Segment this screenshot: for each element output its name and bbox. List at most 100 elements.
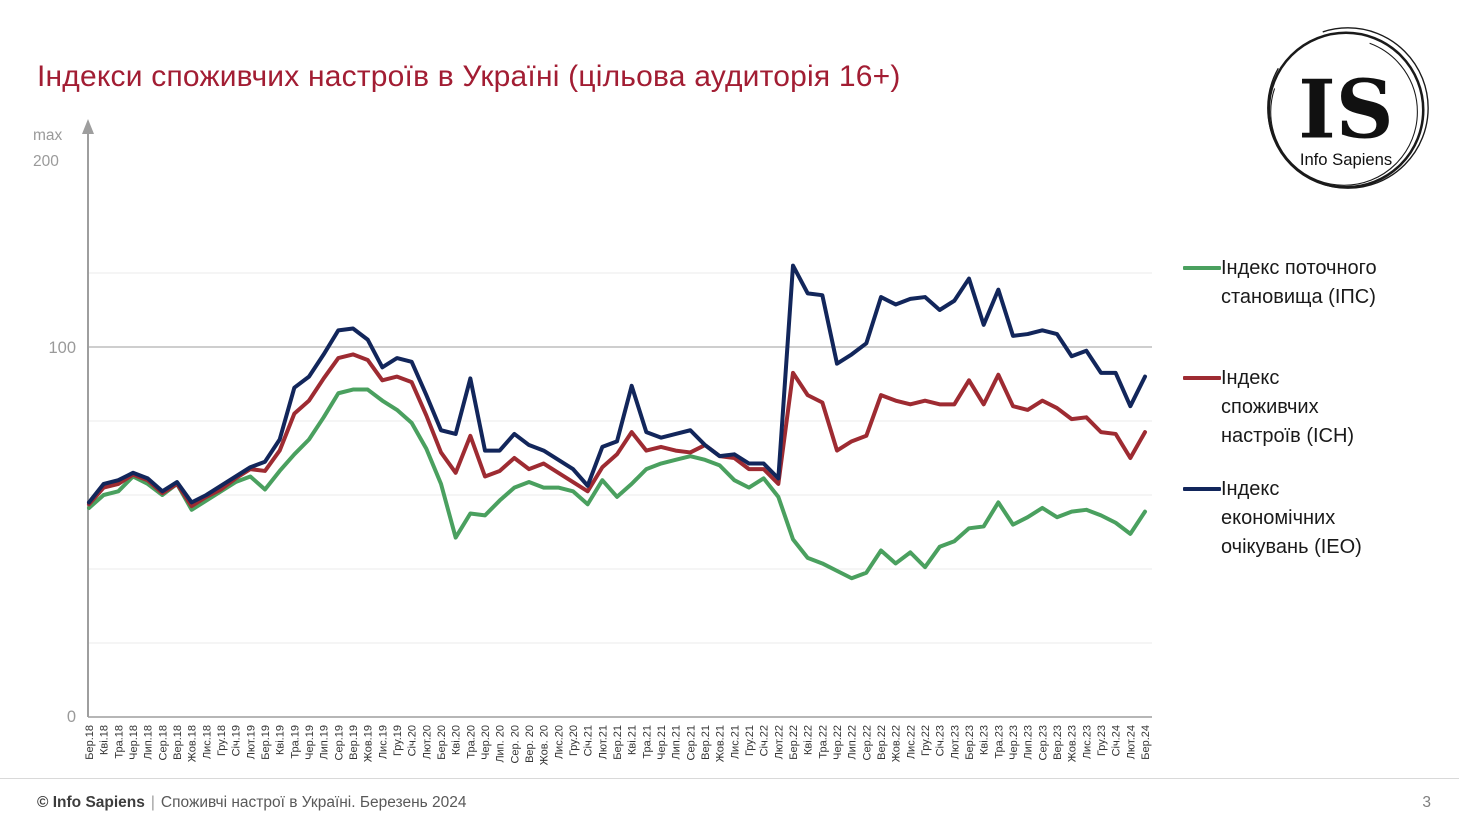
x-tick-label: Лют.24 [1125, 725, 1137, 759]
x-tick-label: Лип.21 [671, 725, 683, 760]
series-line-2 [87, 263, 1147, 505]
logo-circle-sketch-outer [1267, 27, 1429, 189]
footer-text: Споживчі настрої в Україні. Березень 202… [160, 794, 467, 811]
footer-divider [0, 778, 1459, 779]
legend-item-ipc: Індекс поточного становища (ІПС) [1183, 254, 1443, 312]
x-tick-label: Лип.18 [143, 725, 155, 760]
legend-label-line: споживчих [1221, 396, 1319, 418]
x-tick-label: Сер. 20 [509, 725, 521, 764]
y-axis-arrow-icon [82, 119, 94, 134]
x-tick-label: Кві.18 [99, 725, 111, 755]
x-tick-label: Гру.23 [1096, 725, 1108, 756]
x-tick-label: Лис.23 [1081, 725, 1093, 759]
x-tick-label: Лют.19 [245, 725, 257, 759]
x-tick-label: Лис.20 [553, 725, 565, 759]
logo-circle [1267, 31, 1425, 189]
legend-swatch-ipc [1183, 266, 1221, 270]
x-tick-label: Чер.22 [832, 725, 844, 760]
x-tick-label: Кві.20 [451, 725, 463, 755]
x-tick-label: Лип.19 [319, 725, 331, 760]
x-tick-label: Сер.23 [1037, 725, 1049, 760]
legend-label-line: становища (ІПС) [1221, 286, 1376, 308]
legend-item-ieo: Індекс економічних очікувань (ІЕО) [1183, 475, 1443, 562]
x-tick-label: Гру.20 [568, 725, 580, 756]
series-line-0 [87, 387, 1147, 581]
x-tick-label: Січ.20 [407, 725, 419, 756]
x-tick-label: Бер.24 [1140, 725, 1152, 760]
x-tick-label: Гру.19 [392, 725, 404, 756]
x-tick-label: Жов.22 [891, 725, 903, 762]
page-number: 3 [1422, 794, 1431, 811]
legend-label-line: Індекс поточного [1221, 257, 1377, 279]
x-tick-label: Чер.20 [480, 725, 492, 760]
x-tick-label: Тра.20 [465, 725, 477, 759]
x-tick-label: Січ.22 [759, 725, 771, 756]
x-tick-label: Лют.23 [949, 725, 961, 759]
x-tick-label: Гру.18 [216, 725, 228, 756]
x-tick-label: Вер.23 [1052, 725, 1064, 760]
footer-brand: © Info Sapiens [37, 794, 145, 811]
x-tick-label: Вер. 20 [524, 725, 536, 763]
x-tick-label: Чер.21 [656, 725, 668, 760]
x-tick-label: Бер.20 [436, 725, 448, 760]
legend-label-line: очікувань (ІЕО) [1221, 536, 1362, 558]
x-tick-label: Жов. 20 [539, 725, 551, 765]
x-tick-label: Лис.19 [377, 725, 389, 759]
x-tick-label: Лип.23 [1023, 725, 1035, 760]
x-tick-label: Тра.18 [113, 725, 125, 759]
x-tick-label: Чер.23 [1008, 725, 1020, 760]
x-tick-label: Лис.21 [729, 725, 741, 759]
x-tick-label: Бер.23 [964, 725, 976, 760]
x-tick-label: Гру.22 [920, 725, 932, 756]
x-tick-label: Жов.19 [363, 725, 375, 762]
y-axis-max-value: 200 [33, 153, 59, 170]
x-tick-label: Кві.19 [275, 725, 287, 755]
x-tick-label: Січ.24 [1111, 725, 1123, 756]
info-sapiens-logo: IS Info Sapiens [1267, 27, 1429, 189]
footer: © Info Sapiens | Споживчі настрої в Україн… [37, 794, 467, 812]
page-title: Індекси споживчих настроїв в Україні (ці… [37, 60, 901, 93]
logo-circle-sketch-inner [1270, 38, 1418, 186]
x-tick-label: Кві.23 [979, 725, 991, 755]
footer-separator: | [150, 794, 155, 811]
legend-item-isn: Індекс споживчих настроїв (ІСН) [1183, 364, 1443, 451]
x-tick-label: Бер.22 [788, 725, 800, 760]
legend-label-line: настроїв (ІСН) [1221, 425, 1355, 447]
legend-label-line: економічних [1221, 507, 1336, 529]
logo-name: Info Sapiens [1300, 150, 1392, 169]
x-tick-label: Тра.23 [993, 725, 1005, 759]
logo-initials: IS [1298, 62, 1393, 156]
series-line-1 [87, 352, 1147, 509]
x-tick-label: Лют.22 [773, 725, 785, 759]
x-tick-label: Кві.21 [627, 725, 639, 755]
x-tick-label: Бер.19 [260, 725, 272, 760]
x-tick-label: Вер.18 [172, 725, 184, 760]
legend-swatch-ieo [1183, 487, 1221, 491]
x-tick-label: Чер.18 [128, 725, 140, 760]
x-tick-label: Кві.22 [803, 725, 815, 755]
x-tick-label: Тра.19 [289, 725, 301, 759]
x-tick-label: Сер.18 [157, 725, 169, 760]
x-tick-label: Вер.22 [876, 725, 888, 760]
x-tick-label: Січ.23 [935, 725, 947, 756]
y-axis-max-word: max [33, 127, 63, 144]
x-tick-label: Сер.22 [861, 725, 873, 760]
x-tick-label: Гру.21 [744, 725, 756, 756]
x-tick-label: Тра.21 [641, 725, 653, 759]
x-tick-label: Сер.19 [333, 725, 345, 760]
x-tick-label: Лис.22 [905, 725, 917, 759]
x-tick-label: Лип.22 [847, 725, 859, 760]
x-tick-label: Бер.18 [84, 725, 96, 760]
x-tick-label: Лют.21 [597, 725, 609, 759]
chart-legend: Індекс поточного становища (ІПС) Індекс … [1183, 254, 1443, 562]
x-tick-label: Лис.18 [201, 725, 213, 759]
x-tick-label: Бер.21 [612, 725, 624, 760]
x-tick-label: Жов.18 [187, 725, 199, 762]
x-tick-label: Січ.19 [231, 725, 243, 756]
legend-swatch-isn [1183, 376, 1221, 380]
x-tick-label: Лип. 20 [495, 725, 507, 763]
legend-label-line: Індекс [1221, 367, 1280, 389]
x-tick-label: Тра.22 [817, 725, 829, 759]
x-tick-label: Жов.21 [715, 725, 727, 762]
